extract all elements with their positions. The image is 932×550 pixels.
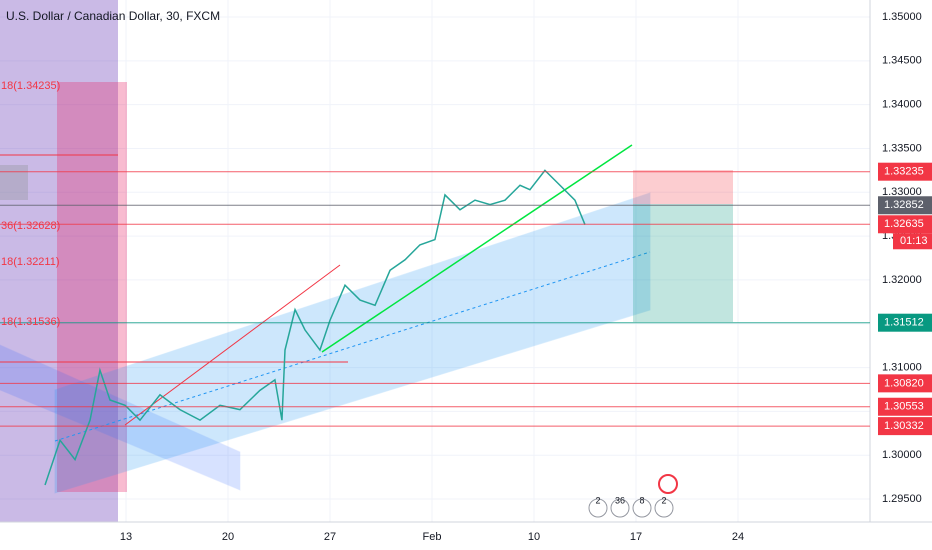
- x-tick-label: Feb: [423, 531, 442, 543]
- price-label: 1.31512: [884, 317, 924, 329]
- chart-title: U.S. Dollar / Canadian Dollar, 30, FXCM: [6, 9, 220, 23]
- trendline: [321, 144, 633, 353]
- event-icon: [654, 498, 674, 518]
- event-count: 8: [639, 495, 644, 505]
- price-label: 1.30553: [884, 401, 924, 413]
- price-badge: [878, 313, 932, 332]
- price-badge: [878, 417, 932, 436]
- fib-label: 36(1.32628): [1, 220, 60, 232]
- x-tick-label: 24: [732, 531, 744, 543]
- descending-channel: [0, 344, 241, 491]
- price-badge: [878, 162, 932, 181]
- price-badge: [878, 374, 932, 393]
- fib-zone: [0, 0, 118, 522]
- price-badge: [878, 215, 932, 234]
- fib-zone: [57, 82, 127, 492]
- y-tick-label: 1.32000: [882, 274, 922, 286]
- event-icon: [588, 498, 608, 518]
- event-icon: [632, 498, 652, 518]
- y-tick-label: 1.33500: [882, 142, 922, 154]
- y-tick-label: 1.29500: [882, 493, 922, 505]
- event-count: 2: [595, 495, 600, 505]
- x-tick-label: 17: [630, 531, 642, 543]
- x-tick-label: 27: [324, 531, 336, 543]
- price-badge: [878, 397, 932, 416]
- y-tick-label: 1.31000: [882, 361, 922, 373]
- countdown: 01:13: [900, 235, 928, 247]
- event-icon: [610, 498, 630, 518]
- y-tick-label: 1.35000: [882, 11, 922, 23]
- fib-label: 18(1.31536): [1, 316, 60, 328]
- channel-mid: [54, 251, 651, 442]
- time-axis: [0, 522, 932, 550]
- grid: [0, 0, 870, 522]
- fib-label: 18(1.32211): [1, 256, 60, 268]
- price-label: 1.32852: [884, 199, 924, 211]
- box: [0, 165, 28, 200]
- countdown-badge: [893, 233, 932, 250]
- x-tick-label: 10: [528, 531, 540, 543]
- event-count: 2: [661, 495, 666, 505]
- y-tick-label: 1.34000: [882, 99, 922, 111]
- trendline: [124, 264, 341, 426]
- event-count: 36: [615, 495, 625, 505]
- price-badge: [878, 196, 932, 215]
- price-label: 1.30332: [884, 420, 924, 432]
- fib-label: 18(1.34235): [1, 80, 60, 92]
- stop-zone: [633, 170, 733, 204]
- price-label: 1.33235: [884, 166, 924, 178]
- price-line: [44, 169, 586, 486]
- target-zone: [633, 204, 733, 322]
- price-axis: [870, 0, 932, 550]
- x-tick-label: 13: [120, 531, 132, 543]
- price-label: 1.30820: [884, 377, 924, 389]
- x-tick-label: 20: [222, 531, 234, 543]
- y-tick-label: 1.33000: [882, 186, 922, 198]
- y-tick-label: 1.30000: [882, 449, 922, 461]
- y-tick-label: 1.34500: [882, 55, 922, 67]
- price-label: 1.32635: [884, 218, 924, 230]
- event-icon: [658, 474, 678, 494]
